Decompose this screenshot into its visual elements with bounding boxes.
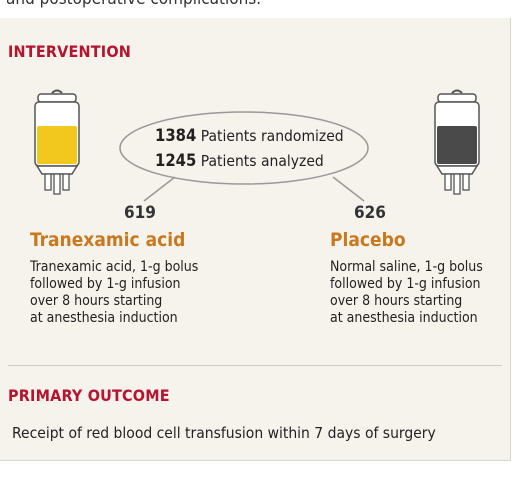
- randomization-ellipse: [119, 111, 369, 185]
- randomized-count: 1384: [155, 126, 197, 145]
- tranexamic-acid-desc-line: over 8 hours starting: [30, 293, 163, 309]
- placebo-count: 626: [354, 203, 386, 223]
- placebo-desc-line: at anesthesia induction: [330, 310, 478, 326]
- top-cut-text: and postoperative complications.: [6, 0, 261, 9]
- placebo-desc-line: Normal saline, 1-g bolus: [330, 259, 483, 275]
- tranexamic-acid-count: 619: [124, 203, 156, 223]
- placebo-desc-line: over 8 hours starting: [330, 293, 463, 309]
- placebo-iv-bag-icon: [434, 89, 480, 195]
- analyzed-label: Patients analyzed: [200, 152, 324, 170]
- placebo-title: Placebo: [330, 229, 406, 251]
- section-divider: [8, 365, 502, 366]
- analyzed-count: 1245: [155, 151, 197, 170]
- intervention-heading: INTERVENTION: [8, 42, 132, 61]
- tranexamic-acid-desc-line: Tranexamic acid, 1-g bolus: [30, 259, 199, 275]
- tranexamic-acid-title: Tranexamic acid: [30, 229, 186, 251]
- connector-left: [143, 176, 176, 202]
- primary-outcome-heading: PRIMARY OUTCOME: [8, 386, 170, 405]
- tranexamic-acid-desc-line: at anesthesia induction: [30, 310, 178, 326]
- connector-right: [332, 176, 365, 202]
- analyzed-line: 1245 Patients analyzed: [155, 151, 324, 170]
- tranexamic-acid-desc-line: followed by 1-g infusion: [30, 276, 181, 292]
- tranexamic-acid-description: Tranexamic acid, 1-g bolus followed by 1…: [30, 259, 198, 327]
- top-cut-text-strip: and postoperative complications.: [0, 0, 519, 18]
- placebo-description: Normal saline, 1-g bolus followed by 1-g…: [330, 259, 483, 327]
- tranexamic-acid-iv-bag-icon: [34, 89, 80, 195]
- randomized-label: Patients randomized: [200, 127, 344, 145]
- primary-outcome-text: Receipt of red blood cell transfusion wi…: [12, 424, 436, 442]
- visual-abstract-panel: [0, 18, 511, 461]
- placebo-desc-line: followed by 1-g infusion: [330, 276, 481, 292]
- randomized-line: 1384 Patients randomized: [155, 126, 344, 145]
